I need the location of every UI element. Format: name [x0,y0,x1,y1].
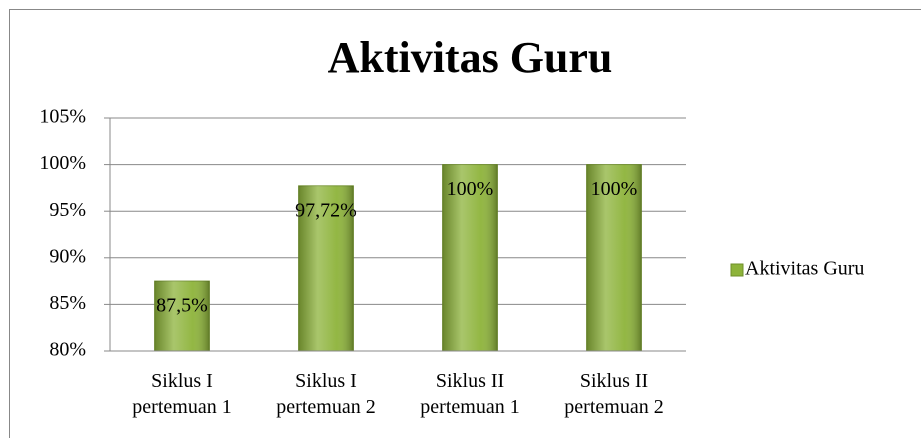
data-label: 100% [591,178,638,200]
legend-label: Aktivitas Guru [745,258,864,280]
legend-swatch [730,263,744,277]
chart-title: Aktivitas Guru [328,33,613,82]
data-label: 87,5% [156,295,208,317]
y-tick-label: 90% [49,245,86,267]
chart-border [9,9,921,438]
bar-shine [442,164,498,351]
x-tick-label: Siklus I pertemuan 1 [132,370,232,418]
data-label: 97,72% [295,199,357,221]
bar-shine [154,281,210,351]
bar-shine [298,185,354,351]
y-tick-label: 80% [49,339,86,361]
y-tick-label: 95% [49,199,86,221]
x-tick-label: Siklus II pertemuan 1 [420,370,520,418]
bar-shine [586,164,642,351]
y-tick-label: 85% [49,292,86,314]
y-tick-label: 100% [39,152,86,174]
data-label: 100% [447,178,494,200]
y-tick-label: 105% [39,106,86,128]
x-tick-label: Siklus II pertemuan 2 [564,370,664,418]
x-tick-label: Siklus I pertemuan 2 [276,370,376,418]
